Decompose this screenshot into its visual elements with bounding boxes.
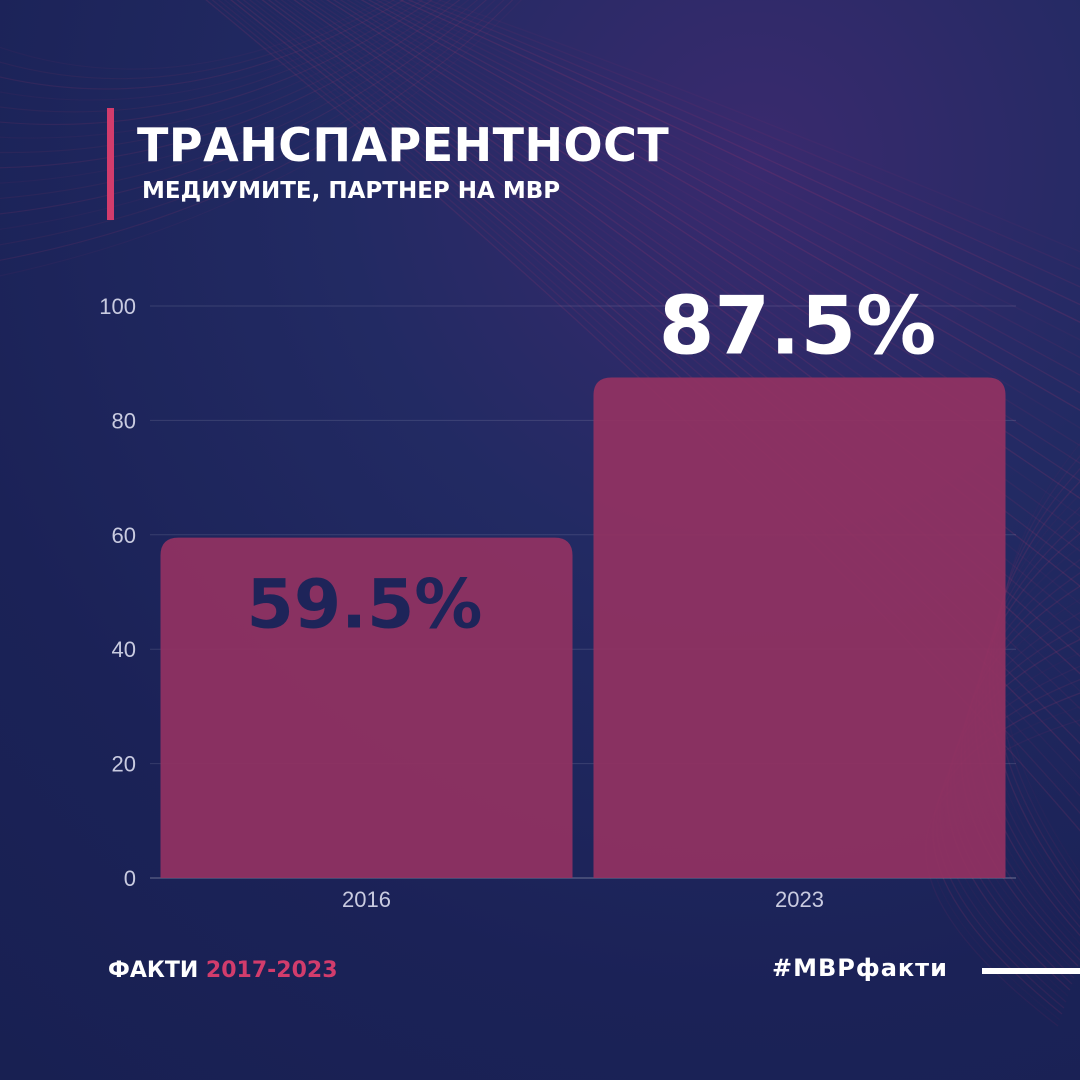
wave-line	[0, 0, 424, 113]
wave-line	[0, 0, 487, 215]
bar-2016	[160, 537, 573, 878]
y-tick-label: 0	[124, 866, 136, 891]
wave-line	[0, 0, 505, 246]
y-tick-label: 20	[112, 752, 136, 777]
wave-line	[0, 0, 415, 101]
wave-line	[390, 0, 1080, 341]
footer-label: ФАКТИ	[108, 958, 199, 983]
wave-line	[0, 0, 496, 230]
wave-line	[382, 0, 1080, 359]
footer-years: 2017-2023	[205, 958, 338, 983]
wave-line	[360, 0, 1080, 412]
wave-line	[0, 0, 522, 277]
wave-line	[407, 0, 1080, 306]
wave-line	[0, 0, 433, 126]
wave-line	[436, 0, 1080, 253]
y-tick-label: 40	[112, 637, 136, 662]
x-tick-label: 2016	[342, 887, 391, 912]
wave-line	[0, 0, 405, 90]
footer-facts-label: ФАКТИ 2017-2023	[108, 958, 338, 983]
x-tick-label: 2023	[775, 887, 824, 912]
wave-line	[353, 0, 1080, 429]
data-label: 59.5%	[247, 566, 483, 645]
page-title: ТРАНСПАРЕНТНОСТ	[137, 118, 670, 172]
wave-line	[0, 0, 514, 261]
bar-2023	[593, 377, 1006, 878]
footer-line	[982, 968, 1080, 974]
y-tick-label: 80	[112, 408, 136, 433]
wave-line	[367, 0, 1080, 394]
wave-line	[375, 0, 1080, 376]
y-tick-label: 100	[99, 294, 136, 319]
wave-line	[0, 0, 470, 184]
page-subtitle: МЕДИУМИТЕ, ПАРТНЕР НА МВР	[142, 178, 561, 204]
wave-line	[0, 0, 385, 70]
wave-line	[416, 0, 1080, 288]
y-tick-label: 60	[112, 523, 136, 548]
data-label: 87.5%	[659, 280, 937, 373]
wave-line	[0, 0, 479, 200]
wave-line	[426, 0, 1080, 271]
title-accent-bar	[107, 108, 114, 220]
wave-line	[0, 0, 461, 169]
wave-line	[398, 0, 1080, 323]
hashtag: #МВРфакти	[772, 954, 948, 982]
bars: 2016 59.5% 2023 87.5%	[160, 280, 1006, 912]
wave-line	[0, 0, 395, 80]
wave-line	[0, 0, 452, 154]
wave-line	[0, 0, 443, 139]
